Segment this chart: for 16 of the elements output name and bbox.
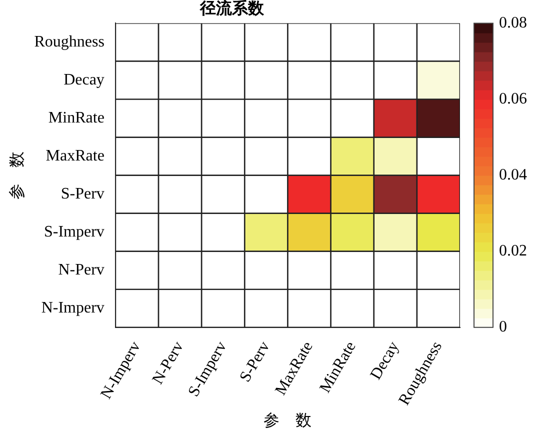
- y-tick-label: S-Perv: [60, 186, 104, 203]
- y-tick-label: Decay: [64, 71, 104, 88]
- chart-title: 径流系数: [199, 0, 265, 18]
- y-tick-label: S-Imperv: [44, 224, 104, 241]
- y-tick-label: N-Imperv: [41, 300, 104, 317]
- color-bar-label: 0.04: [499, 166, 527, 184]
- color-bar-label: 0.06: [499, 90, 527, 108]
- y-tick-label: N-Perv: [58, 262, 104, 279]
- color-bar-label: 0.02: [499, 242, 527, 260]
- color-bar-label: 0.08: [499, 14, 527, 32]
- y-axis-title: 参 数: [8, 151, 26, 200]
- x-axis-title: 参 数: [264, 412, 312, 430]
- y-tick-label: Roughness: [34, 33, 104, 50]
- color-bar-label: 0: [499, 318, 507, 336]
- y-tick-label: MinRate: [48, 109, 104, 126]
- y-tick-label: MaxRate: [46, 147, 104, 164]
